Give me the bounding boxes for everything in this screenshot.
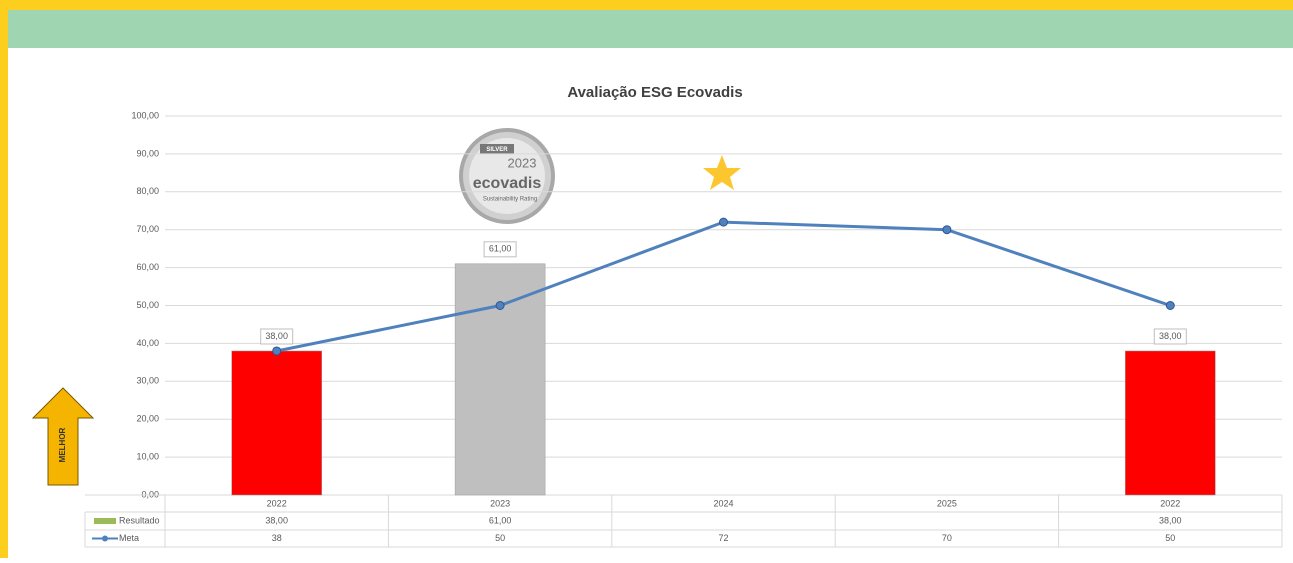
- panel: [8, 10, 1293, 558]
- y-tick-label: 90,00: [136, 148, 159, 158]
- x-tick-label: 2024: [713, 498, 733, 508]
- point: [1165, 301, 1175, 310]
- y-tick-label: 30,00: [136, 376, 159, 386]
- bar: [231, 350, 322, 496]
- table-cell: 61,00: [489, 515, 512, 525]
- data-label-box: [1153, 328, 1187, 345]
- arrow: MELHOR: [31, 387, 95, 486]
- data-label-box: [260, 328, 294, 345]
- y-tick-label: 60,00: [136, 262, 159, 272]
- point: [495, 301, 505, 310]
- y-tick-label: 40,00: [136, 338, 159, 348]
- y-tick-label: 0,00: [141, 489, 159, 499]
- chart-title: Avaliação ESG Ecovadis: [567, 84, 742, 101]
- point: [942, 225, 952, 235]
- x-tick-label: 2022: [1160, 498, 1180, 508]
- bar: [454, 263, 546, 496]
- table-cell: 70: [942, 533, 952, 543]
- table-cell: 72: [718, 533, 728, 543]
- legend-swatch: [94, 518, 116, 524]
- legend-swatch: [102, 535, 108, 542]
- badge-tag: [480, 144, 514, 154]
- y-tick-label: 10,00: [136, 451, 159, 461]
- table-cell: 38: [272, 533, 282, 543]
- y-tick-label: 70,00: [136, 224, 159, 234]
- y-tick-label: 50,00: [136, 300, 159, 310]
- data-label: 38,00: [265, 331, 288, 341]
- data-label: 38,00: [1159, 331, 1182, 341]
- point: [272, 346, 282, 356]
- x-tick-label: 2025: [937, 498, 957, 508]
- table-cell: 50: [495, 533, 505, 543]
- point: [719, 217, 728, 227]
- legend-label: Resultado: [119, 515, 160, 525]
- arrow-label: MELHOR: [58, 427, 67, 462]
- badge-year: 2023: [508, 155, 537, 170]
- x-tick-label: 2022: [267, 498, 287, 508]
- table-cell: 38,00: [1159, 515, 1182, 525]
- badge-caption: Sustainability Rating: [483, 197, 537, 203]
- data-label-box: [483, 241, 517, 258]
- badge: SILVER 2023 ecovadis Sustainability Rati…: [459, 128, 555, 224]
- bar: [1125, 350, 1216, 496]
- x-tick-label: 2023: [490, 498, 510, 508]
- y-tick-label: 80,00: [136, 186, 159, 196]
- arrow-shape: [31, 387, 95, 486]
- header-band: [8, 10, 1293, 48]
- data-label: 61,00: [489, 244, 512, 254]
- badge-core: [469, 138, 545, 214]
- table-cell: 50: [1165, 533, 1175, 543]
- legend-label: Meta: [119, 533, 139, 543]
- table-cell: 38,00: [265, 515, 288, 525]
- star: [703, 155, 741, 190]
- badge-brand: ecovadis: [473, 175, 542, 192]
- badge-tier: SILVER: [486, 147, 508, 153]
- y-tick-label: 100,00: [131, 110, 159, 120]
- y-tick-label: 20,00: [136, 414, 159, 424]
